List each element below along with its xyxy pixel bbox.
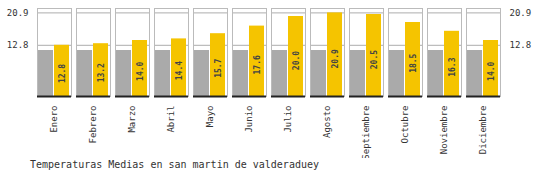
svg-text:12.8: 12.8 <box>58 64 67 83</box>
svg-text:12.8: 12.8 <box>510 40 532 50</box>
svg-text:20.9: 20.9 <box>331 49 340 68</box>
svg-text:13.2: 13.2 <box>97 63 106 82</box>
svg-text:20.9: 20.9 <box>7 8 29 18</box>
svg-text:20.9: 20.9 <box>510 8 532 18</box>
svg-text:Junio: Junio <box>244 106 254 133</box>
svg-text:Diciembre: Diciembre <box>478 106 488 155</box>
svg-text:Abril: Abril <box>166 106 176 133</box>
svg-text:18.5: 18.5 <box>409 53 418 72</box>
svg-text:16.3: 16.3 <box>448 57 457 76</box>
svg-text:17.6: 17.6 <box>253 55 262 74</box>
svg-text:14.0: 14.0 <box>136 61 145 80</box>
svg-text:15.7: 15.7 <box>214 58 223 77</box>
svg-text:Marzo: Marzo <box>127 106 137 133</box>
svg-text:14.0: 14.0 <box>487 61 496 80</box>
html-text:Temperaturas Medias en san mar: Temperaturas Medias en san martin de val… <box>30 159 319 170</box>
svg-text:20.0: 20.0 <box>292 51 301 70</box>
svg-text:12.8: 12.8 <box>7 40 29 50</box>
svg-text:20.5: 20.5 <box>370 50 379 69</box>
svg-text:Enero: Enero <box>49 106 59 133</box>
svg-text:Mayo: Mayo <box>205 106 215 128</box>
svg-text:Septiembre: Septiembre <box>361 106 371 159</box>
svg-text:14.4: 14.4 <box>175 61 184 80</box>
svg-text:Julio: Julio <box>283 106 293 133</box>
svg-text:Febrero: Febrero <box>88 106 98 144</box>
svg-text:Octubre: Octubre <box>400 106 410 144</box>
svg-text:Noviembre: Noviembre <box>439 106 449 155</box>
svg-text:Agosto: Agosto <box>322 106 332 139</box>
